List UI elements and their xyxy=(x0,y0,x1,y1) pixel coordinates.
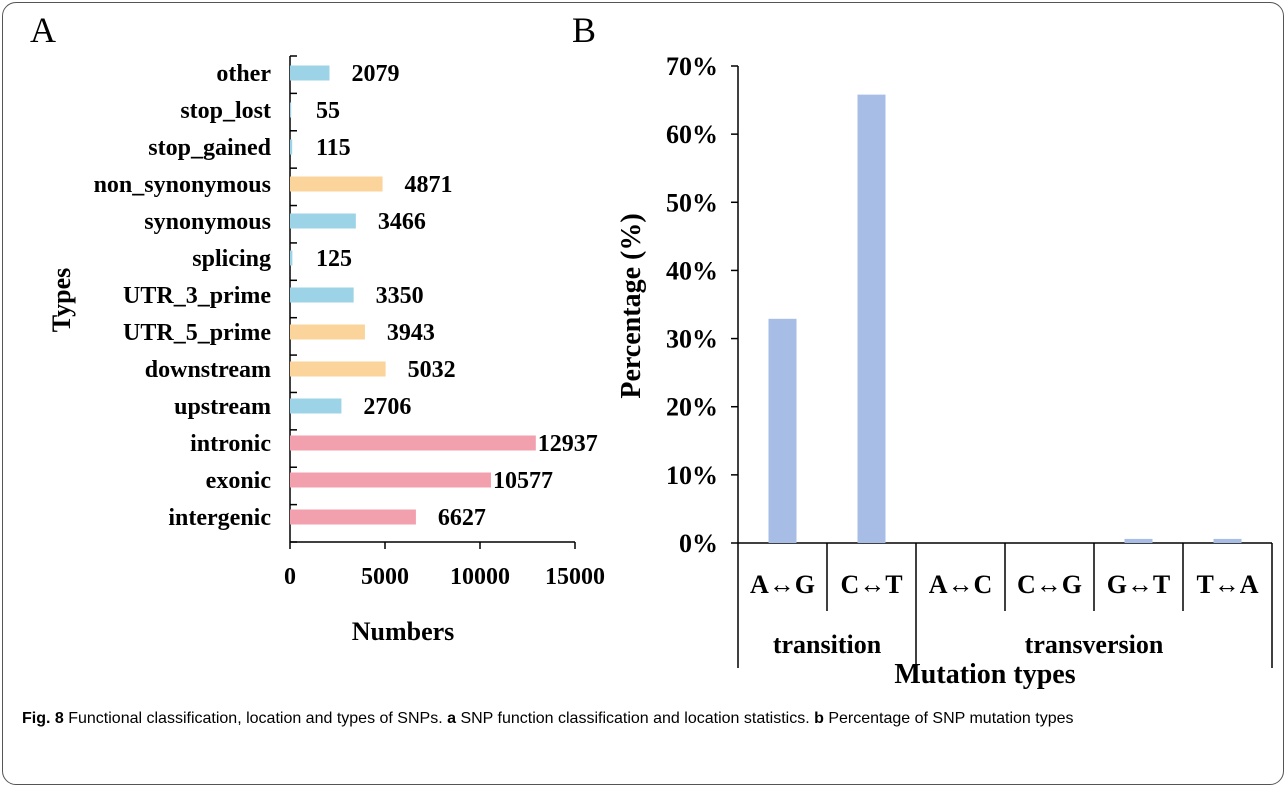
panel-a-bar xyxy=(290,361,386,377)
panel-b-category-label: A↔G xyxy=(750,570,815,599)
panel-a-value-label: 3466 xyxy=(378,209,426,235)
panel-a-category-label: downstream xyxy=(145,357,271,383)
panel-a-xlabel: Numbers xyxy=(352,617,455,646)
panel-b-ytick-label: 70% xyxy=(666,52,718,81)
panel-a-bar xyxy=(290,398,342,414)
panel-a-xtick-label: 5000 xyxy=(361,564,409,590)
panel-b-ylabel: Percentage (%) xyxy=(616,213,647,398)
panel-a-value-label: 125 xyxy=(316,246,352,272)
panel-a-value-label: 10577 xyxy=(493,468,553,494)
panel-b-group-label: transversion xyxy=(1025,630,1164,659)
panel-b-bar xyxy=(857,94,886,544)
panel-a-bar xyxy=(290,250,293,266)
caption-fig-text: Functional classification, location and … xyxy=(63,710,448,727)
caption-b-text: Percentage of SNP mutation types xyxy=(823,710,1074,727)
panel-b-ytick-label: 40% xyxy=(666,256,718,285)
panel-a-value-label: 3350 xyxy=(376,283,424,309)
panel-a-ylabel: Types xyxy=(47,268,76,333)
panel-a-category-label: non_synonymous xyxy=(94,172,271,198)
panel-a-value-label: 2079 xyxy=(352,61,400,87)
panel-b-ytick-label: 30% xyxy=(666,325,718,354)
panel-a-category-label: UTR_5_prime xyxy=(123,320,271,346)
panel-a-value-label: 2706 xyxy=(363,394,411,420)
panel-b-ytick-label: 50% xyxy=(666,188,718,217)
panel-a-bar xyxy=(290,65,330,81)
panel-b-letter: B xyxy=(572,10,596,50)
panel-a-category-label: stop_lost xyxy=(180,98,271,124)
panel-b-xlabel: Mutation types xyxy=(894,659,1075,690)
panel-a-value-label: 115 xyxy=(316,135,351,161)
panel-a-category-label: other xyxy=(216,61,271,87)
panel-b-ytick-label: 10% xyxy=(666,461,718,490)
panel-b-category-label: T↔A xyxy=(1196,570,1258,599)
panel-a-xtick-label: 10000 xyxy=(450,564,510,590)
panel-b-ytick-label: 20% xyxy=(666,393,718,422)
panel-b-category-label: G↔T xyxy=(1107,570,1171,599)
panel-a-bar xyxy=(290,435,536,451)
panel-a-bar xyxy=(290,176,383,192)
panel-a-value-label: 4871 xyxy=(405,172,453,198)
panel-a-category-label: intronic xyxy=(190,431,271,457)
panel-a-bar xyxy=(290,509,416,525)
panel-a-bar xyxy=(290,102,292,118)
panel-a-value-label: 12937 xyxy=(538,431,598,457)
panel-a-xtick-label: 15000 xyxy=(545,564,605,590)
panel-b-category-label: C↔T xyxy=(840,570,902,599)
panel-a-category-label: stop_gained xyxy=(148,135,271,161)
panel-b-bar xyxy=(1124,538,1153,543)
panel-a-bar xyxy=(290,213,356,229)
panel-a-bar xyxy=(290,287,354,303)
panel-a-bar xyxy=(290,139,293,155)
caption-b-label: b xyxy=(814,710,824,727)
figure-caption: Fig. 8 Functional classification, locati… xyxy=(22,708,1262,729)
panel-a-bar xyxy=(290,472,491,488)
panel-b-group-label: transition xyxy=(773,630,882,659)
panel-a-bar xyxy=(290,324,365,340)
panel-a-category-label: synonymous xyxy=(144,209,271,235)
panel-a-value-label: 55 xyxy=(316,98,340,124)
panel-a-category-label: exonic xyxy=(206,468,272,494)
panel-a-letter: A xyxy=(30,10,56,50)
panel-a-category-label: intergenic xyxy=(168,505,271,531)
panel-b-ytick-label: 0% xyxy=(679,529,718,558)
panel-a-value-label: 3943 xyxy=(387,320,435,346)
panel-a-category-label: splicing xyxy=(192,246,271,272)
panel-a-category-label: upstream xyxy=(174,394,271,420)
panel-b-category-label: A↔C xyxy=(929,570,993,599)
panel-b-ytick-label: 60% xyxy=(666,120,718,149)
panel-b-bar xyxy=(768,318,797,543)
panel-a-category-label: UTR_3_prime xyxy=(123,283,271,309)
panel-a-value-label: 6627 xyxy=(438,505,486,531)
panel-b-category-label: C↔G xyxy=(1017,570,1082,599)
panel-a-xtick-label: 0 xyxy=(284,564,296,590)
panel-a-value-label: 5032 xyxy=(408,357,456,383)
caption-fig-label: Fig. 8 xyxy=(22,710,64,727)
caption-a-label: a xyxy=(447,710,456,727)
caption-a-text: SNP function classification and location… xyxy=(456,710,815,727)
panel-b-bar xyxy=(1213,538,1242,543)
